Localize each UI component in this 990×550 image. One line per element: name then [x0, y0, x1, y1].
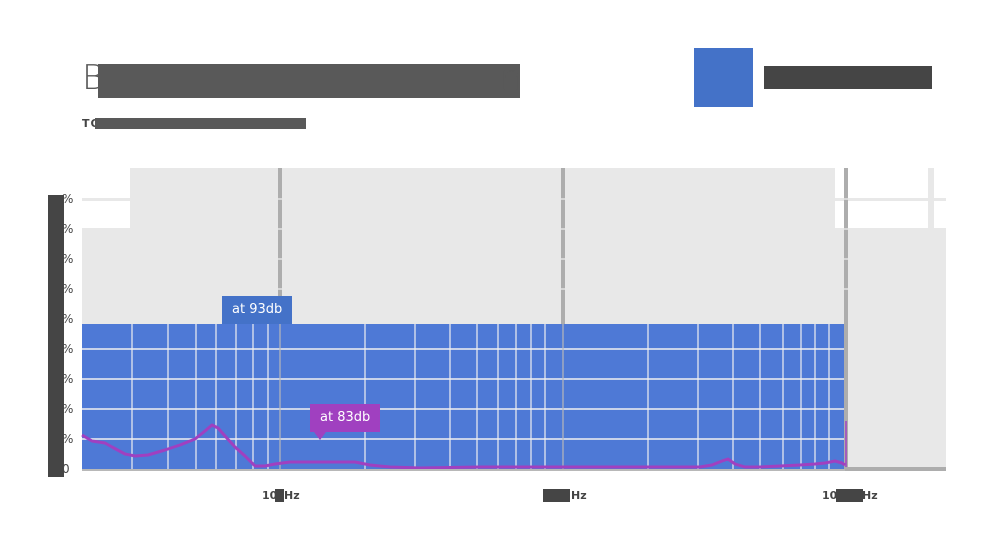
x-tick-10000-prefix: 10: [822, 489, 838, 502]
y-tick-90: %: [62, 192, 74, 206]
y-tick-80: %: [62, 222, 74, 236]
legend-label-redaction: [764, 66, 932, 89]
chart-title: B n: [82, 58, 522, 98]
bg-range-top: [130, 168, 835, 230]
title-redaction: [98, 64, 520, 98]
series-93db-area: [82, 324, 845, 469]
subtitle-redaction: [95, 118, 306, 129]
x-tick-1000-redaction: [543, 489, 570, 502]
annotation-83db-text: at 83db: [320, 410, 371, 425]
annotation-93db: at 93db: [222, 296, 293, 324]
chart-title-end: n: [500, 58, 522, 98]
annotation-93db-text: at 93db: [232, 302, 283, 317]
y-tick-30: %: [62, 372, 74, 386]
y-tick-10: %: [62, 432, 74, 446]
y-tick-50: %: [62, 312, 74, 326]
bg-range-left-strip: [82, 198, 130, 201]
y-tick-20: %: [62, 402, 74, 416]
y-tick-40: %: [62, 342, 74, 356]
annotation-83db: at 83db: [310, 404, 381, 432]
series-83db-line: [81, 423, 846, 470]
annotation-83db-pointer: [314, 432, 326, 440]
x-tick-100-suffix: Hz: [284, 489, 300, 502]
y-tick-60: %: [62, 282, 74, 296]
x-tick-100-prefix: 10: [262, 489, 278, 502]
x-tick-10000-suffix: Hz: [862, 489, 878, 502]
y-axis-label-redaction: [48, 195, 64, 477]
bg-range-right-tick: [928, 168, 934, 230]
y-tick-70: %: [62, 252, 74, 266]
x-tick-1000-suffix: Hz: [571, 489, 587, 502]
y-tick-0: 0: [62, 462, 70, 476]
x-tick-10000-redaction: [836, 489, 863, 502]
bg-range-right-strip: [835, 198, 946, 201]
legend-swatch: [694, 48, 753, 107]
x-tick-100-redaction: [275, 489, 284, 502]
